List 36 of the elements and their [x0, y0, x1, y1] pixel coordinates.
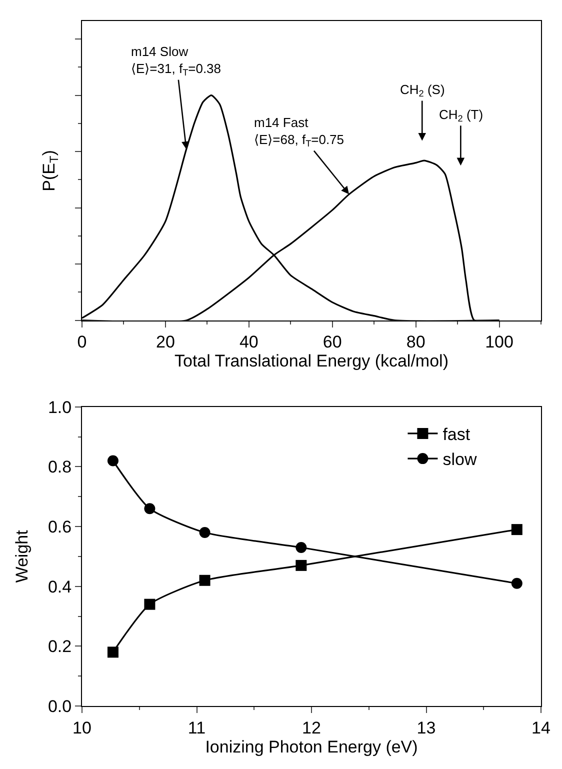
- x-tick-label: 100: [485, 332, 514, 352]
- x-tick-label: 80: [406, 332, 426, 352]
- point: [144, 598, 156, 610]
- y-tick-label: 0.2: [48, 637, 72, 656]
- x-tick-label: 60: [322, 332, 342, 352]
- x-tick-label: 0: [77, 332, 87, 352]
- x-axis-title: Ionizing Photon Energy (eV): [205, 737, 418, 756]
- x-tick-label: 11: [188, 718, 206, 738]
- annotation: m14 Fast ⟨E⟩=68, f$_{T}$=0.75: [254, 115, 344, 149]
- x-tick-label: 40: [239, 332, 258, 352]
- x-tick-label: 12: [302, 718, 321, 738]
- point: [296, 560, 307, 571]
- y-axis-title: Weight: [12, 530, 32, 583]
- y-tick-label: 0.6: [48, 518, 72, 537]
- y-tick-label: 0.0: [48, 696, 72, 716]
- x-tick-label: 20: [156, 332, 175, 352]
- annotation: CH$_{2}$ (S): [400, 82, 445, 99]
- x-tick-label: 13: [416, 718, 436, 738]
- x-axis-title: Total Translational Energy (kcal/mol): [174, 352, 449, 371]
- point: [199, 527, 210, 538]
- point: [107, 646, 118, 658]
- point: [296, 542, 307, 553]
- y-tick-label: 0.8: [48, 458, 72, 477]
- point: [199, 574, 210, 586]
- x-tick-label: 10: [72, 718, 92, 738]
- legend-label: slow: [442, 450, 478, 470]
- y-tick-label: 0.4: [48, 577, 72, 596]
- annotation: CH$_{2}$ (T): [439, 107, 484, 124]
- annotation: m14 Slow ⟨E⟩=31, f$_{T}$=0.38: [131, 44, 222, 78]
- y-tick-label: 1.0: [48, 398, 72, 417]
- x-tick-label: 14: [532, 718, 550, 738]
- point: [511, 524, 522, 536]
- point: [511, 578, 522, 589]
- legend-label: fast: [442, 425, 470, 444]
- point: [107, 455, 118, 466]
- point: [144, 503, 156, 514]
